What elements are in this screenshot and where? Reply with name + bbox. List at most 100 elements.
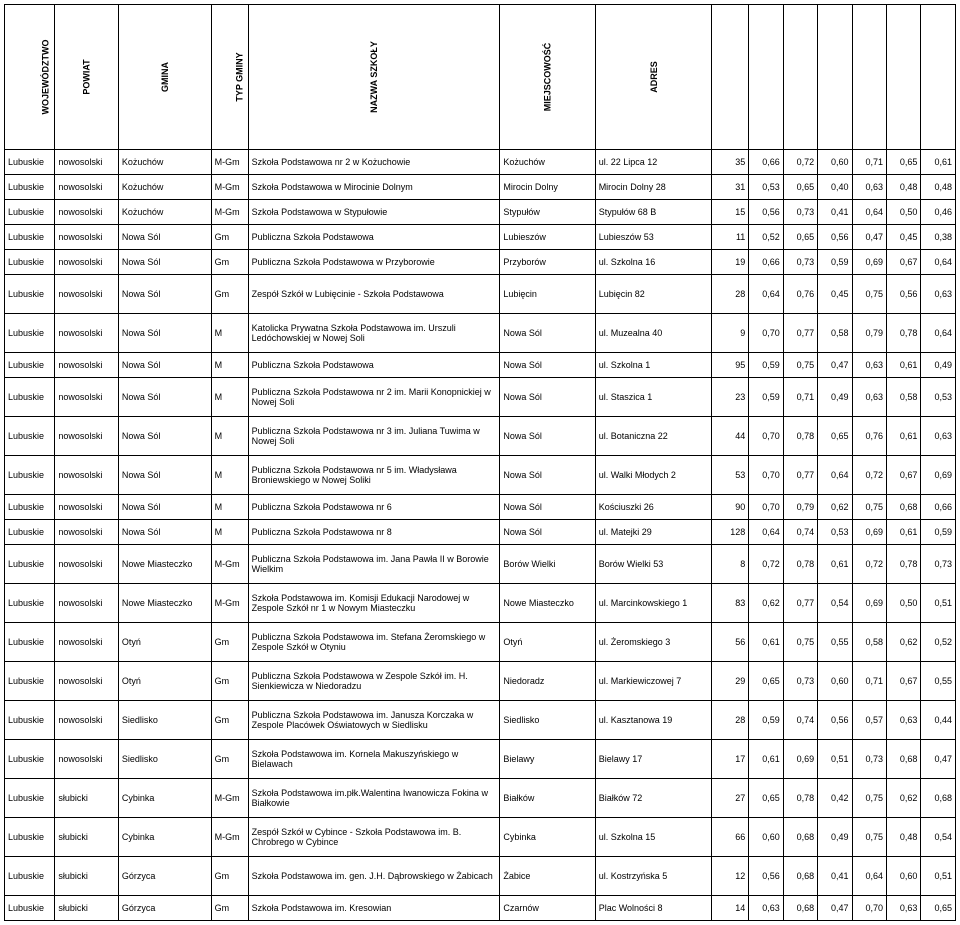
table-row: LubuskiesłubickiGórzycaGmSzkoła Podstawo… <box>5 896 956 921</box>
table-cell: 0,52 <box>921 623 956 662</box>
table-cell: 0,61 <box>749 623 783 662</box>
table-cell: 0,69 <box>921 456 956 495</box>
table-cell: Nowa Sól <box>118 353 211 378</box>
table-cell: 0,71 <box>852 150 886 175</box>
table-cell: Gm <box>211 857 248 896</box>
col-header: GMINA <box>118 5 211 150</box>
table-cell: 0,63 <box>852 378 886 417</box>
table-cell: ul. Botaniczna 22 <box>595 417 712 456</box>
table-cell: ul. Muzealna 40 <box>595 314 712 353</box>
table-cell: 0,56 <box>818 701 852 740</box>
table-cell: Nowe Miasteczko <box>500 584 595 623</box>
table-cell: 0,76 <box>783 275 817 314</box>
table-cell: Lubuskie <box>5 701 55 740</box>
table-cell: 0,48 <box>921 175 956 200</box>
table-cell: 0,75 <box>783 353 817 378</box>
table-cell: Kościuszki 26 <box>595 495 712 520</box>
table-cell: Nowa Sól <box>118 417 211 456</box>
col-header: WSPÓŁCZYNNIK ŁATWOŚCI SPRAWDZIANU <box>749 5 783 150</box>
col-header: WSPÓŁCZYNNIK ŁATWOŚCI WYKORZYSTYWANIA WI… <box>921 5 956 150</box>
table-cell: nowosolski <box>55 417 119 456</box>
table-cell: 0,70 <box>749 314 783 353</box>
table-cell: 0,78 <box>783 779 817 818</box>
table-cell: Lubuskie <box>5 225 55 250</box>
table-cell: 83 <box>712 584 749 623</box>
col-header-label: POWIAT <box>82 59 92 94</box>
col-header-label: GMINA <box>160 62 170 92</box>
table-cell: słubicki <box>55 857 119 896</box>
table-row: LubuskienowosolskiSiedliskoGmSzkoła Pods… <box>5 740 956 779</box>
table-cell: 0,61 <box>887 353 921 378</box>
table-cell: nowosolski <box>55 545 119 584</box>
table-row: LubuskienowosolskiNowa SólMKatolicka Pry… <box>5 314 956 353</box>
table-cell: 0,62 <box>749 584 783 623</box>
table-cell: ul. Walki Młodych 2 <box>595 456 712 495</box>
table-cell: Nowa Sól <box>500 495 595 520</box>
table-cell: ul. Kasztanowa 19 <box>595 701 712 740</box>
table-cell: 0,69 <box>852 584 886 623</box>
table-cell: 12 <box>712 857 749 896</box>
table-cell: 0,73 <box>783 662 817 701</box>
col-header: MIEJSCOWOŚĆ <box>500 5 595 150</box>
table-cell: 0,60 <box>887 857 921 896</box>
table-cell: 31 <box>712 175 749 200</box>
table-cell: 0,51 <box>818 740 852 779</box>
table-cell: Nowa Sól <box>118 314 211 353</box>
table-cell: 14 <box>712 896 749 921</box>
table-cell: 0,65 <box>818 417 852 456</box>
table-cell: Publiczna Szkoła Podstawowa nr 3 im. Jul… <box>248 417 500 456</box>
col-header: WSPÓŁCZYNNIK ŁATWOŚCI ROZUMOWANIA <box>852 5 886 150</box>
table-row: LubuskienowosolskiNowa SólMPubliczna Szk… <box>5 520 956 545</box>
table-cell: Publiczna Szkoła Podstawowa w Przyborowi… <box>248 250 500 275</box>
table-cell: Kożuchów <box>118 175 211 200</box>
table-cell: Lubuskie <box>5 740 55 779</box>
table-cell: 0,53 <box>749 175 783 200</box>
table-cell: Nowa Sól <box>118 520 211 545</box>
col-header-label: NAZWA SZKOŁY <box>369 41 379 113</box>
table-cell: 0,79 <box>783 495 817 520</box>
table-row: LubuskiesłubickiGórzycaGmSzkoła Podstawo… <box>5 857 956 896</box>
table-cell: Lubuskie <box>5 623 55 662</box>
col-header: WSPÓŁCZYNNIK ŁATWOŚCI PISANIA <box>818 5 852 150</box>
table-cell: 0,59 <box>818 250 852 275</box>
table-cell: 0,78 <box>783 417 817 456</box>
table-cell: nowosolski <box>55 175 119 200</box>
table-cell: nowosolski <box>55 623 119 662</box>
table-row: LubuskienowosolskiNowa SólMPubliczna Szk… <box>5 378 956 417</box>
table-cell: ul. Staszica 1 <box>595 378 712 417</box>
table-cell: 0,58 <box>887 378 921 417</box>
table-cell: 0,64 <box>852 200 886 225</box>
table-cell: 0,49 <box>818 378 852 417</box>
table-cell: Lubuskie <box>5 584 55 623</box>
table-cell: 0,60 <box>749 818 783 857</box>
table-cell: 0,49 <box>921 353 956 378</box>
table-row: LubuskienowosolskiKożuchówM-GmSzkoła Pod… <box>5 200 956 225</box>
table-cell: 0,69 <box>852 250 886 275</box>
table-cell: 0,71 <box>852 662 886 701</box>
table-cell: 0,65 <box>887 150 921 175</box>
table-cell: 0,68 <box>887 495 921 520</box>
table-cell: 0,72 <box>852 456 886 495</box>
table-cell: M-Gm <box>211 584 248 623</box>
table-cell: 0,63 <box>852 175 886 200</box>
table-cell: 0,49 <box>818 818 852 857</box>
table-cell: Stypułów <box>500 200 595 225</box>
col-header: LICZBA UCZNIÓW PISZĄCYCH SPRAWDZIAN <box>712 5 749 150</box>
table-cell: 0,47 <box>852 225 886 250</box>
table-cell: Borów Wielki 53 <box>595 545 712 584</box>
table-cell: Publiczna Szkoła Podstawowa <box>248 225 500 250</box>
table-cell: nowosolski <box>55 520 119 545</box>
table-cell: M <box>211 378 248 417</box>
table-cell: 0,73 <box>852 740 886 779</box>
table-cell: 19 <box>712 250 749 275</box>
table-cell: Mirocin Dolny <box>500 175 595 200</box>
table-cell: Szkoła Podstawowa im. gen. J.H. Dąbrowsk… <box>248 857 500 896</box>
table-cell: nowosolski <box>55 150 119 175</box>
table-cell: 0,59 <box>749 378 783 417</box>
table-cell: 0,73 <box>921 545 956 584</box>
table-cell: Lubięcin <box>500 275 595 314</box>
table-cell: 0,61 <box>921 150 956 175</box>
table-cell: 0,68 <box>887 740 921 779</box>
table-cell: Publiczna Szkoła Podstawowa im. Stefana … <box>248 623 500 662</box>
table-cell: 0,63 <box>749 896 783 921</box>
